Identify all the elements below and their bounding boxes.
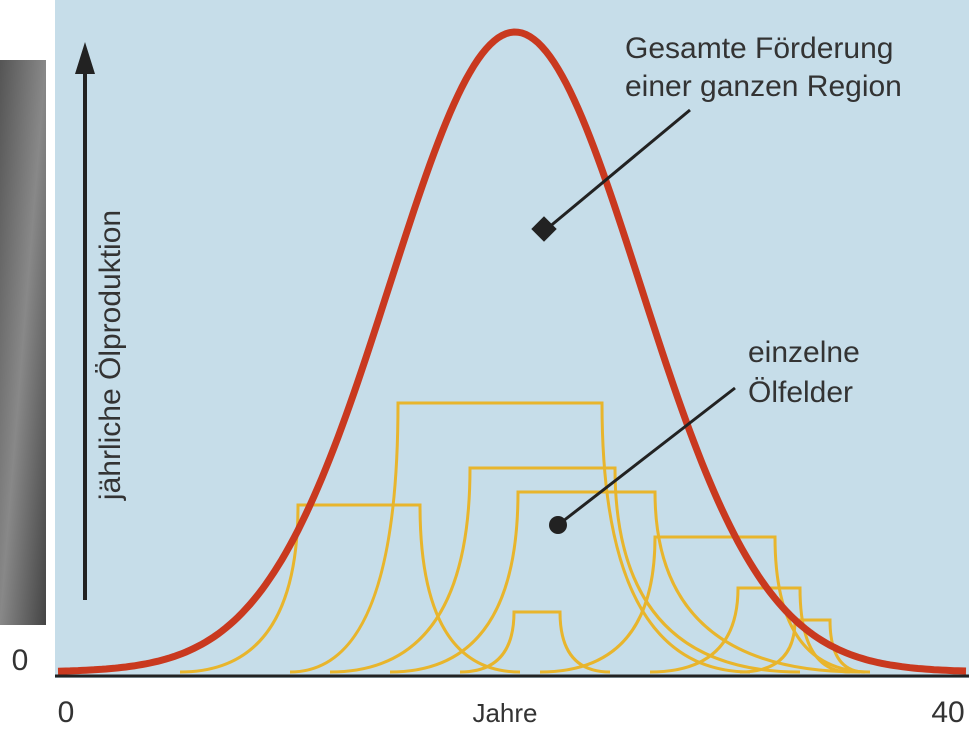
field-curve <box>649 586 851 674</box>
pointer-dot <box>549 516 567 534</box>
x-end-label: 40 <box>931 696 964 727</box>
x-axis-label: Jahre <box>472 698 537 727</box>
annotation-line: Gesamte Förderung <box>625 32 893 65</box>
pointer-line <box>547 108 691 230</box>
total-curve <box>57 28 967 675</box>
field-curve <box>389 490 861 674</box>
x-start-label: 0 <box>58 696 75 727</box>
pointer-line <box>557 386 736 527</box>
photo-strip <box>0 60 46 625</box>
annotation-line: einzelne <box>748 336 860 369</box>
oil-fields <box>179 401 871 674</box>
y-axis-label: jährliche Ölproduktion <box>94 210 127 501</box>
y-arrow-head <box>75 42 95 74</box>
field-curve <box>329 466 801 674</box>
field-curve <box>289 401 751 674</box>
field-curve <box>459 610 611 674</box>
annotation-line: einer ganzen Region <box>625 70 902 103</box>
field-curve <box>179 503 521 674</box>
annotation-line: Ölfelder <box>748 376 853 409</box>
y-origin-label: 0 <box>12 644 29 677</box>
pointer-diamond <box>531 216 557 242</box>
